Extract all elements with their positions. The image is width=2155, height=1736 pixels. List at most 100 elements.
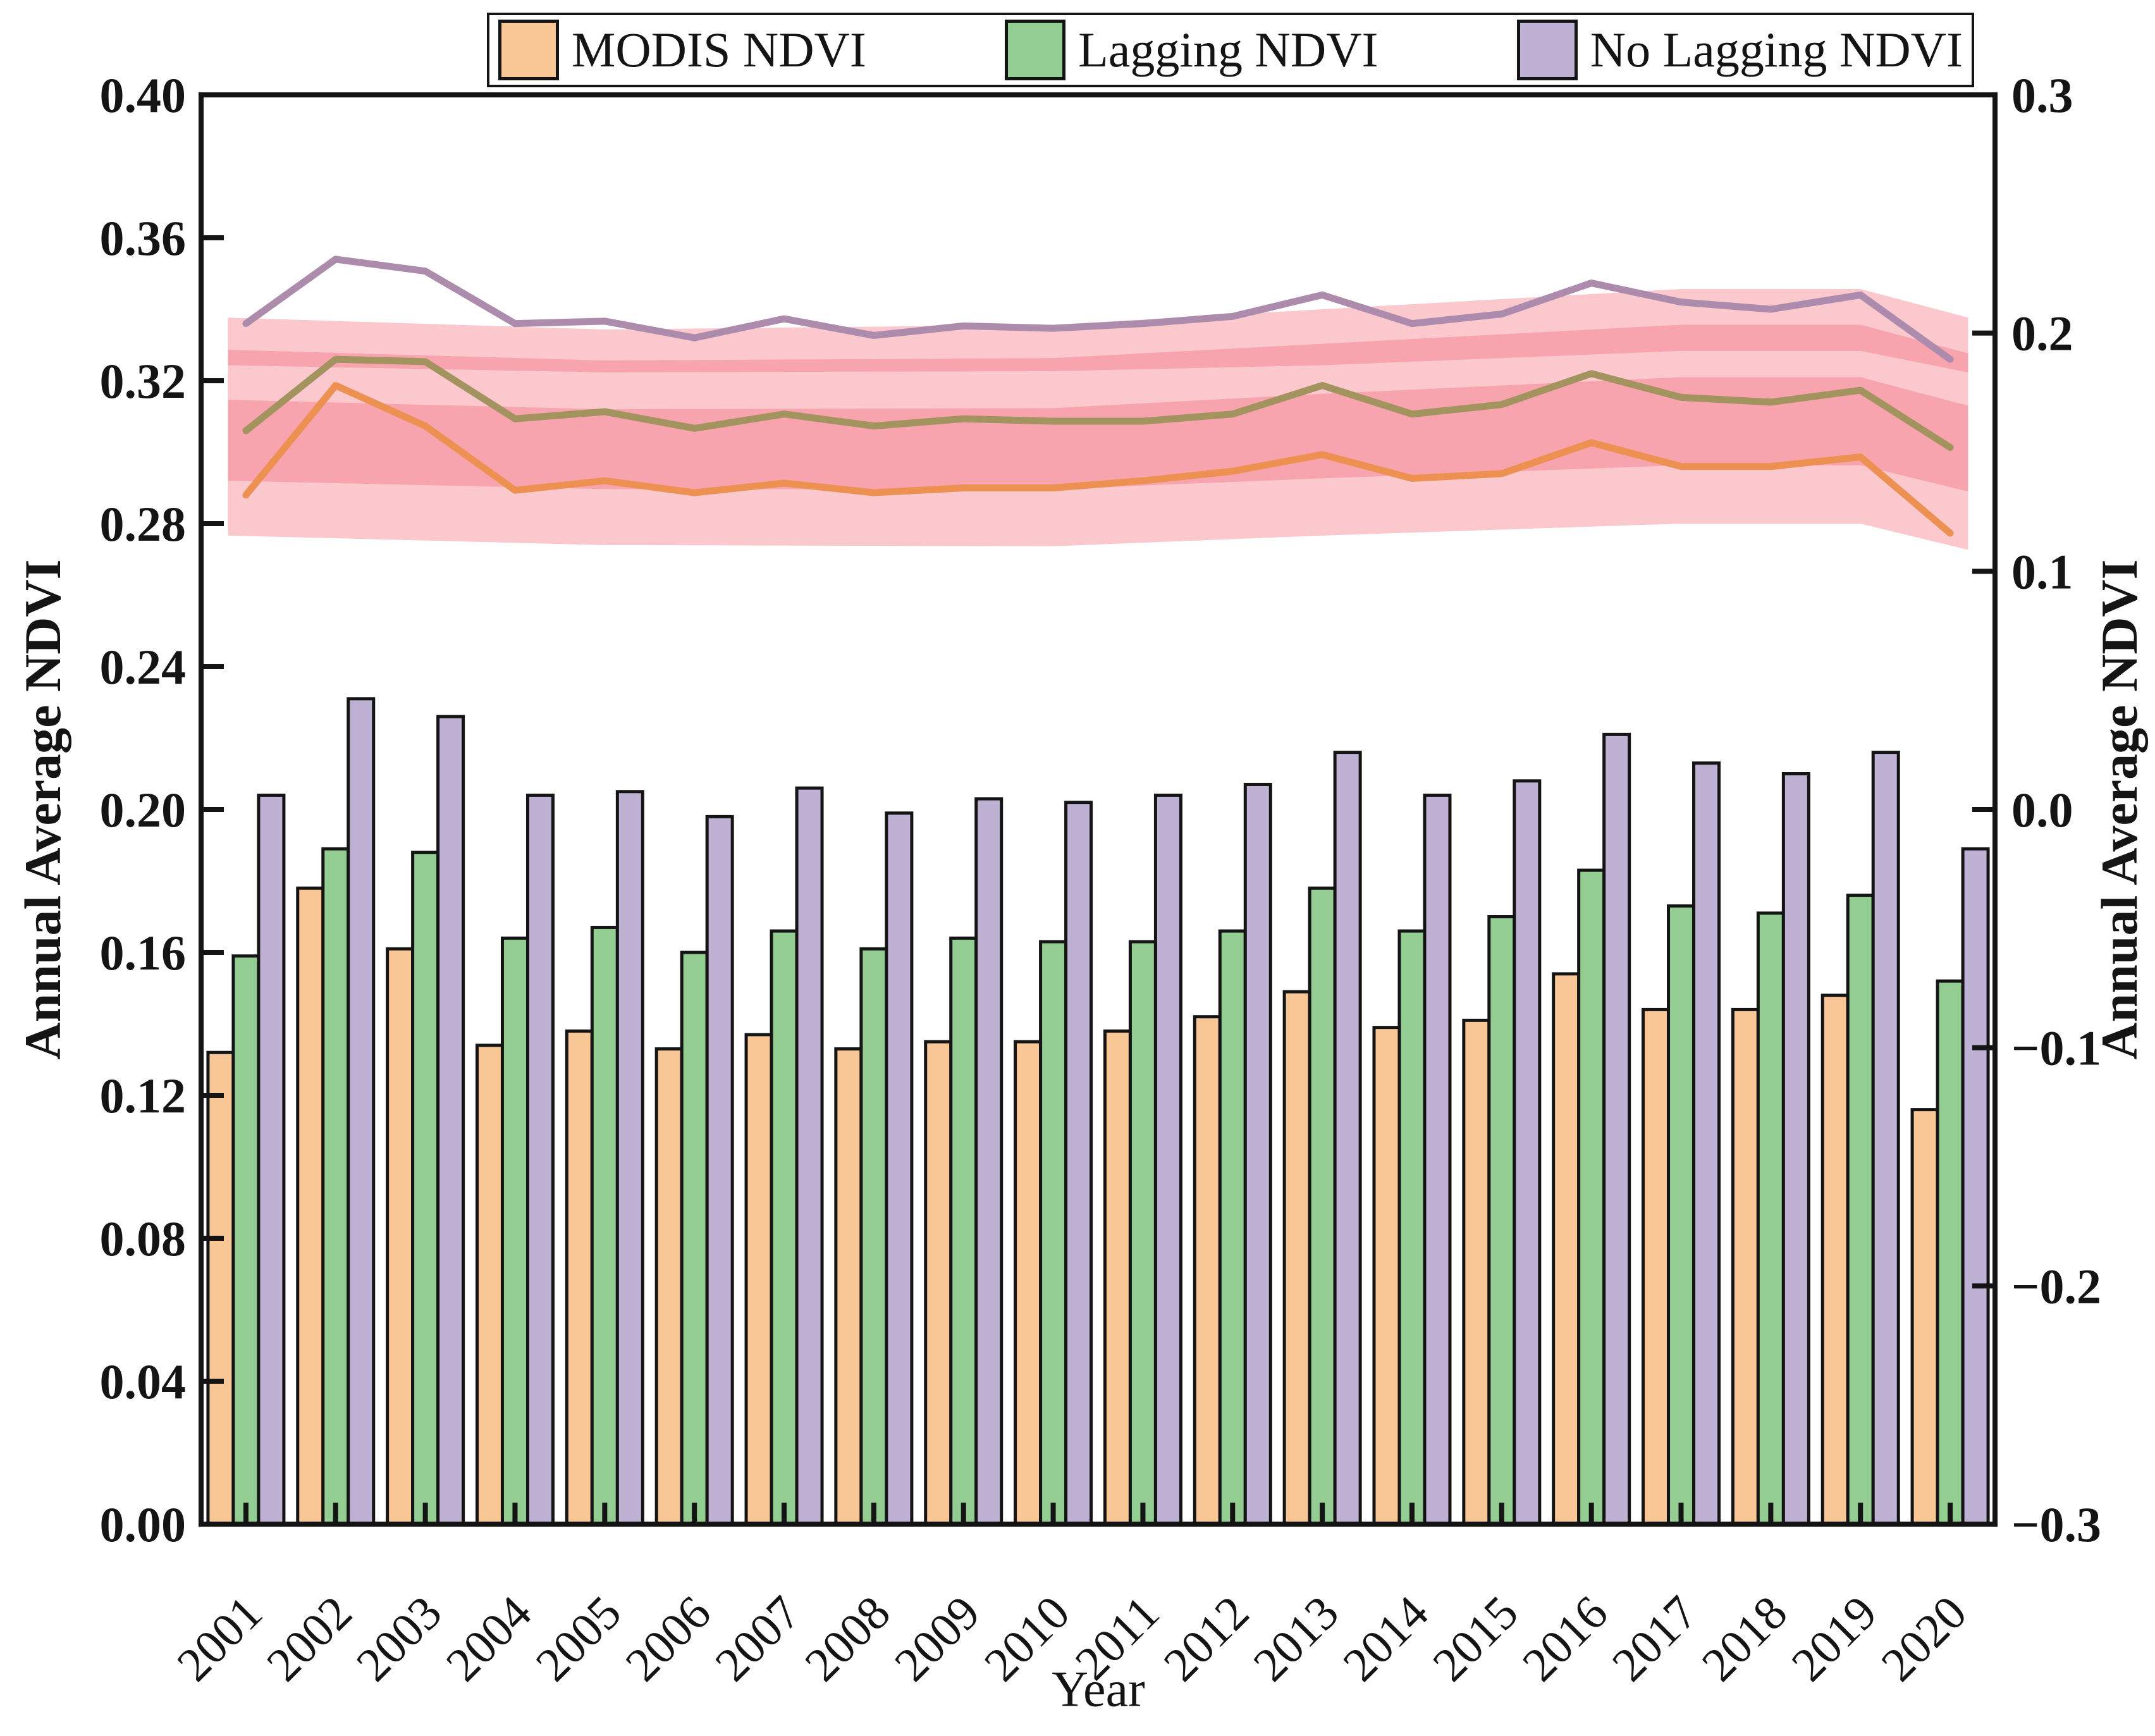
modis-ndvi-swatch-icon	[498, 20, 559, 80]
bar-modis-ndvi-2008	[834, 1047, 863, 1526]
bar-lagging-ndvi-2003	[411, 851, 440, 1526]
x-tick-label-2014: 2014	[1333, 1586, 1439, 1692]
bar-lagging-ndvi-2006	[680, 951, 709, 1526]
x-tick-label-2002: 2002	[257, 1586, 362, 1692]
x-tick-label-2003: 2003	[347, 1586, 452, 1692]
x-tick-label-2015: 2015	[1423, 1586, 1528, 1692]
left-tick-label: 0.40	[100, 68, 187, 123]
left-axis-title: Annual Average NDVI	[14, 559, 71, 1060]
right-tick-label: 0.1	[2011, 544, 2073, 599]
bar-lagging-ndvi-2016	[1577, 868, 1606, 1526]
bar-modis-ndvi-2017	[1642, 1007, 1671, 1526]
right-tick-label: −0.1	[2011, 1021, 2101, 1076]
bar-no-lagging-ndvi-2006	[705, 815, 734, 1526]
bar-no-lagging-ndvi-2004	[525, 793, 555, 1526]
bar-lagging-ndvi-2004	[500, 936, 529, 1526]
left-tick-label: 0.24	[100, 639, 187, 694]
bar-modis-ndvi-2001	[206, 1050, 235, 1526]
bar-no-lagging-ndvi-2012	[1243, 782, 1272, 1526]
lagging-ndvi-swatch-icon	[1005, 20, 1066, 80]
no-lagging-ndvi-swatch-icon	[1516, 20, 1578, 80]
bar-no-lagging-ndvi-2003	[436, 715, 465, 1526]
left-tick-label: 0.12	[100, 1068, 187, 1123]
bar-lagging-ndvi-2019	[1846, 894, 1875, 1526]
right-axis-title: Annual Average NDVI	[2091, 559, 2148, 1060]
bar-lagging-ndvi-2013	[1308, 886, 1337, 1526]
bar-modis-ndvi-2013	[1282, 990, 1311, 1526]
bar-no-lagging-ndvi-2017	[1692, 761, 1721, 1526]
legend-item-lagging-ndvi: Lagging NDVI	[1005, 20, 1378, 80]
left-tick-label: 0.00	[100, 1497, 187, 1552]
bar-modis-ndvi-2003	[386, 947, 415, 1526]
bar-no-lagging-ndvi-2018	[1781, 772, 1810, 1526]
right-tick-label: −0.2	[2011, 1259, 2101, 1314]
bar-no-lagging-ndvi-2005	[615, 790, 644, 1526]
bar-lagging-ndvi-2017	[1667, 904, 1696, 1526]
x-tick-label-2012: 2012	[1153, 1586, 1259, 1692]
bar-modis-ndvi-2018	[1731, 1007, 1760, 1526]
bar-lagging-ndvi-2014	[1397, 929, 1427, 1526]
bar-lagging-ndvi-2007	[770, 929, 799, 1526]
bar-modis-ndvi-2006	[654, 1047, 684, 1526]
x-tick-label-2019: 2019	[1781, 1586, 1887, 1692]
bar-no-lagging-ndvi-2008	[885, 811, 914, 1526]
legend-label-no-lagging-ndvi: No Lagging NDVI	[1590, 22, 1963, 77]
bar-no-lagging-ndvi-2009	[974, 797, 1004, 1526]
x-tick-label-2001: 2001	[167, 1586, 273, 1692]
bar-modis-ndvi-2012	[1193, 1015, 1222, 1526]
bar-modis-ndvi-2014	[1372, 1026, 1401, 1526]
x-tick-label-2005: 2005	[525, 1586, 631, 1692]
left-tick-label: 0.08	[100, 1211, 187, 1266]
line-modis-ndvi	[242, 382, 1954, 537]
bar-lagging-ndvi-2009	[949, 936, 978, 1526]
bar-modis-ndvi-2010	[1014, 1040, 1043, 1526]
bar-no-lagging-ndvi-2020	[1961, 847, 1990, 1526]
bar-no-lagging-ndvi-2001	[257, 793, 286, 1526]
legend-item-modis-ndvi: MODIS NDVI	[498, 20, 866, 80]
bar-modis-ndvi-2004	[475, 1043, 504, 1526]
x-tick-label-2006: 2006	[615, 1586, 721, 1692]
bar-no-lagging-ndvi-2015	[1513, 779, 1542, 1526]
bar-modis-ndvi-2007	[744, 1033, 773, 1526]
bar-lagging-ndvi-2020	[1936, 979, 1965, 1526]
legend-item-no-lagging-ndvi: No Lagging NDVI	[1516, 20, 1963, 80]
x-axis-title: Year	[1052, 1661, 1145, 1718]
x-tick-label-2009: 2009	[885, 1586, 990, 1692]
bar-lagging-ndvi-2011	[1128, 940, 1157, 1526]
bar-no-lagging-ndvi-2002	[347, 697, 376, 1526]
x-tick-label-2007: 2007	[705, 1586, 811, 1692]
line-no-lagging-ndvi	[242, 255, 1954, 363]
bar-lagging-ndvi-2012	[1218, 929, 1247, 1526]
right-tick-label: 0.2	[2011, 306, 2073, 361]
bar-modis-ndvi-2015	[1462, 1018, 1491, 1526]
confidence-band	[228, 324, 1968, 492]
right-tick-label: 0.3	[2011, 68, 2073, 123]
legend-label-modis-ndvi: MODIS NDVI	[572, 22, 866, 77]
bar-no-lagging-ndvi-2013	[1333, 751, 1362, 1526]
bar-no-lagging-ndvi-2007	[795, 786, 824, 1526]
legend: MODIS NDVI Lagging NDVI No Lagging NDVI	[487, 13, 1974, 87]
bar-no-lagging-ndvi-2014	[1423, 793, 1452, 1526]
bar-modis-ndvi-2011	[1103, 1029, 1132, 1526]
x-tick-label-2008: 2008	[795, 1586, 900, 1692]
bar-lagging-ndvi-2005	[590, 925, 619, 1526]
left-tick-label: 0.32	[100, 354, 187, 409]
bar-lagging-ndvi-2001	[231, 954, 261, 1526]
bar-no-lagging-ndvi-2019	[1871, 751, 1900, 1526]
bar-lagging-ndvi-2018	[1756, 911, 1785, 1526]
x-tick-label-2004: 2004	[436, 1586, 542, 1692]
bar-lagging-ndvi-2008	[859, 947, 888, 1526]
bar-no-lagging-ndvi-2010	[1064, 801, 1093, 1526]
right-tick-label: 0.0	[2011, 782, 2073, 837]
confidence-band	[228, 288, 1968, 372]
x-tick-label-2017: 2017	[1602, 1586, 1708, 1692]
bar-lagging-ndvi-2002	[321, 847, 350, 1526]
bar-no-lagging-ndvi-2016	[1602, 732, 1631, 1526]
line-lagging-ndvi	[242, 355, 1954, 451]
x-tick-label-2013: 2013	[1243, 1586, 1349, 1692]
bar-lagging-ndvi-2010	[1039, 940, 1068, 1526]
x-tick-label-2016: 2016	[1513, 1586, 1618, 1692]
bar-modis-ndvi-2016	[1552, 972, 1581, 1526]
